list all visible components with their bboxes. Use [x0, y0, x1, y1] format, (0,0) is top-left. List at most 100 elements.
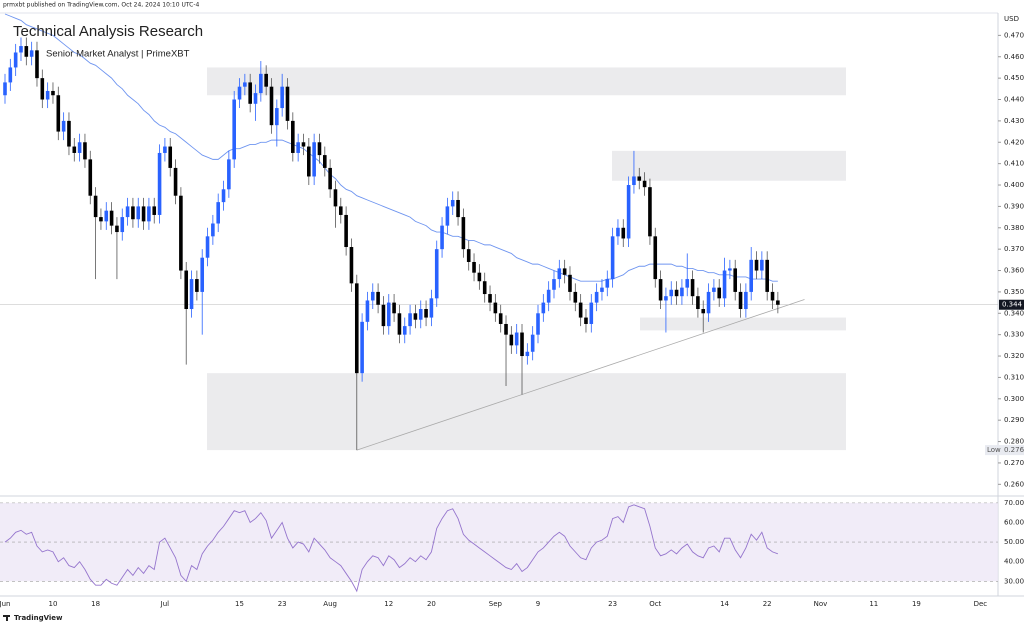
- candle-body: [696, 296, 700, 310]
- y-tick-label: 0.290: [1004, 416, 1024, 424]
- y-tick-label: 0.280: [1004, 438, 1024, 446]
- candle-body: [328, 167, 332, 190]
- candle-body: [3, 82, 7, 96]
- candle-body: [562, 268, 567, 275]
- candle-body: [264, 73, 268, 87]
- candle-body: [312, 142, 316, 177]
- y-tick-label: 0.420: [1004, 138, 1024, 146]
- candle-body: [754, 259, 759, 271]
- candle-body: [120, 217, 125, 233]
- candle-body: [77, 142, 82, 153]
- candle-body: [141, 206, 146, 222]
- moving-average: [4, 13, 778, 282]
- candle-body: [637, 176, 642, 181]
- candle-body: [530, 334, 535, 352]
- candle-body: [301, 142, 306, 147]
- candle-body: [616, 227, 620, 237]
- candle-body: [621, 227, 626, 239]
- candle-body: [589, 302, 594, 324]
- candle-body: [189, 279, 194, 310]
- candle-body: [168, 146, 173, 168]
- y-tick-label: 0.330: [1004, 331, 1024, 339]
- zone: [207, 67, 846, 96]
- y-tick-label: 0.360: [1004, 267, 1024, 275]
- candle-body: [275, 108, 279, 126]
- x-tick-label: Sep: [489, 600, 503, 608]
- candle-body: [541, 302, 546, 314]
- candle-body: [552, 279, 556, 290]
- zone: [640, 317, 846, 331]
- candle-body: [157, 152, 162, 215]
- candle-body: [477, 272, 482, 282]
- x-tick-label: 11: [869, 600, 878, 608]
- footer: TradingView: [14, 614, 63, 622]
- subtitle: Senior Market Analyst | PrimeXBT: [46, 49, 190, 60]
- candle-body: [205, 236, 210, 258]
- candle-body: [344, 214, 348, 248]
- candle-body: [712, 287, 716, 292]
- candle-body: [440, 225, 444, 250]
- zone: [207, 373, 846, 451]
- candle-body: [456, 199, 460, 218]
- zones: [207, 67, 846, 451]
- candle-body: [370, 291, 375, 301]
- x-tick-label: 10: [49, 600, 58, 608]
- candle-body: [520, 332, 524, 357]
- candle-body: [131, 206, 135, 220]
- y-tick-label: 0.260: [1004, 480, 1024, 488]
- candle-body: [285, 86, 290, 121]
- rsi-tick-label: 40.00: [1004, 558, 1024, 566]
- candle-body: [413, 313, 418, 320]
- zone: [612, 150, 846, 181]
- candle-body: [765, 259, 769, 292]
- candle-body: [179, 195, 183, 271]
- candle-body: [525, 351, 530, 357]
- x-tick-label: 20: [427, 600, 436, 608]
- candle-body: [690, 279, 695, 297]
- y-tick-label: 0.340: [1004, 309, 1024, 317]
- candle-body: [349, 247, 354, 284]
- y-tick-label: 0.440: [1004, 96, 1024, 104]
- candle-body: [653, 236, 658, 280]
- x-tick-label: 14: [720, 600, 729, 608]
- candle-body: [365, 300, 370, 322]
- candle-body: [19, 46, 23, 53]
- candle-body: [280, 86, 284, 109]
- candle-body: [354, 283, 359, 374]
- candle-body: [546, 289, 551, 303]
- rsi-tick-label: 30.00: [1004, 577, 1024, 585]
- rsi-line: [4, 504, 779, 593]
- y-tick-label: 0.460: [1004, 53, 1024, 61]
- y-tick-label: 0.430: [1004, 117, 1024, 125]
- candle-body: [472, 261, 476, 273]
- candle-body: [669, 289, 674, 297]
- y-tick-label: 0.400: [1004, 181, 1024, 189]
- candle-body: [509, 334, 514, 346]
- candle-body: [61, 120, 66, 132]
- candle-body: [536, 313, 540, 335]
- candle-body: [216, 202, 220, 224]
- candle-body: [744, 291, 748, 310]
- y-tick-label: 0.410: [1004, 160, 1024, 168]
- candle-body: [163, 146, 167, 153]
- y-tick-label: 0.390: [1004, 202, 1024, 210]
- rsi-tick-label: 60.00: [1004, 518, 1024, 526]
- candle-body: [600, 287, 604, 292]
- title: Technical Analysis Research: [13, 23, 203, 40]
- low-label-box: [985, 445, 1024, 456]
- x-tick-label: 18: [91, 600, 100, 608]
- candle-body: [445, 206, 450, 226]
- x-tick-label: Jun: [0, 600, 10, 608]
- x-tick-label: Nov: [814, 600, 828, 608]
- x-tick-label: 19: [912, 600, 921, 608]
- rsi-tick-label: 70.00: [1004, 499, 1024, 507]
- x-tick-label: 15: [235, 600, 244, 608]
- candle-body: [658, 279, 663, 301]
- candle-body: [200, 257, 205, 292]
- rsi-tick-label: 50.00: [1004, 538, 1024, 546]
- candle-body: [557, 268, 562, 280]
- candle-body: [434, 249, 439, 299]
- candle-body: [184, 270, 189, 310]
- candle-body: [584, 317, 588, 324]
- candle-body: [72, 146, 77, 153]
